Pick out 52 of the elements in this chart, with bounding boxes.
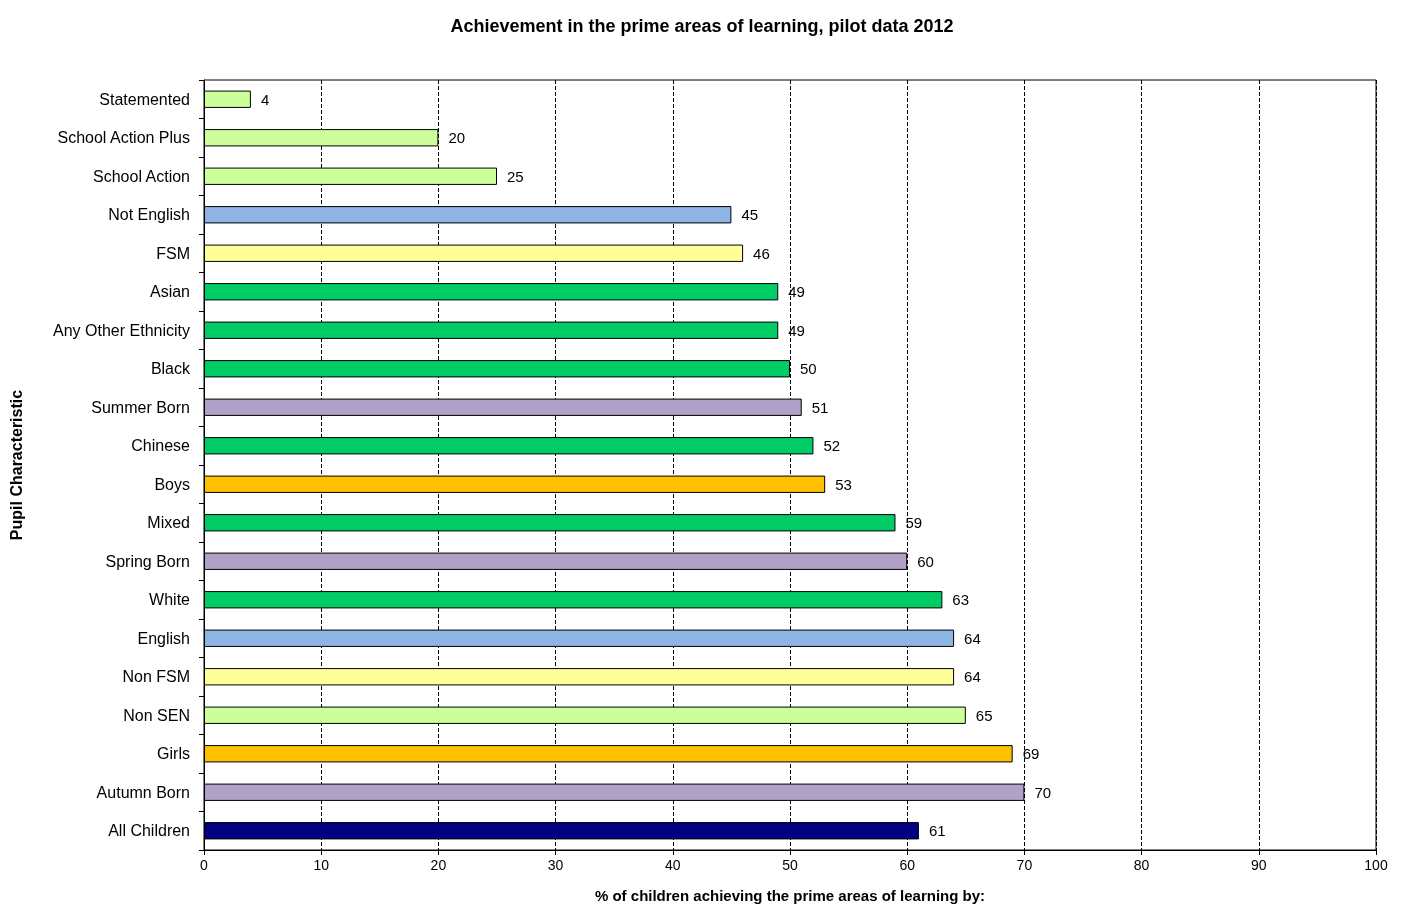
y-tick-label: All Children xyxy=(108,822,190,840)
x-tick-label: 50 xyxy=(782,857,798,873)
y-tick-label: Statemented xyxy=(99,90,190,108)
x-tick-label: 80 xyxy=(1133,857,1150,873)
data-label: 46 xyxy=(753,244,770,262)
x-tick-label: 90 xyxy=(1251,857,1267,873)
data-label: 53 xyxy=(835,475,852,493)
x-tick-label: 0 xyxy=(200,857,209,873)
y-tick-label: Mixed xyxy=(147,514,190,532)
y-tick-label: Not English xyxy=(108,206,190,224)
data-label: 64 xyxy=(964,629,981,647)
data-label: 20 xyxy=(448,129,466,147)
y-tick-label: School Action Plus xyxy=(57,129,190,147)
x-axis-title: % of children achieving the prime areas of learning by: xyxy=(594,887,986,904)
data-label: 25 xyxy=(507,167,524,185)
y-tick-label: Autumn Born xyxy=(96,783,190,801)
y-tick-label: FSM xyxy=(156,244,190,262)
data-label: 52 xyxy=(823,437,841,455)
data-label: 50 xyxy=(800,360,817,378)
y-tick-label: Non SEN xyxy=(123,706,190,724)
y-axis-title: Pupil Characteristic xyxy=(7,389,25,541)
data-label: 70 xyxy=(1034,783,1052,801)
x-tick-label: 40 xyxy=(665,857,681,873)
x-tick-label: 20 xyxy=(430,857,447,873)
y-tick-label: Boys xyxy=(154,475,190,493)
y-tick-label: Non FSM xyxy=(122,668,190,686)
data-label: 51 xyxy=(811,398,829,416)
y-tick-label: White xyxy=(149,591,191,609)
x-tick-label: 60 xyxy=(899,857,916,873)
y-tick-label: Black xyxy=(150,360,191,378)
x-tick-label: 100 xyxy=(1364,857,1388,873)
y-tick-label: Any Other Ethnicity xyxy=(53,321,190,339)
data-label: 49 xyxy=(788,283,805,301)
y-tick-label: School Action xyxy=(93,167,190,185)
data-label: 45 xyxy=(741,206,759,224)
data-label: 4 xyxy=(260,90,270,108)
y-tick-label: Spring Born xyxy=(105,552,190,570)
x-tick-label: 10 xyxy=(313,857,330,873)
x-tick-label: 70 xyxy=(1016,857,1033,873)
y-tick-label: Girls xyxy=(157,745,190,763)
data-label: 63 xyxy=(952,591,970,609)
data-label: 49 xyxy=(788,321,805,339)
data-label: 61 xyxy=(928,822,946,840)
y-tick-label: Summer Born xyxy=(91,398,190,416)
y-tick-label: Chinese xyxy=(131,437,191,455)
chart-title: Achievement in the prime areas of learning, pilot data 2012 xyxy=(450,16,954,36)
y-tick-label: English xyxy=(137,629,190,647)
x-tick-label: 30 xyxy=(547,857,564,873)
data-label: 60 xyxy=(917,552,934,570)
y-tick-label: Asian xyxy=(149,283,190,301)
data-label: 64 xyxy=(964,668,981,686)
data-label: 65 xyxy=(975,706,993,724)
